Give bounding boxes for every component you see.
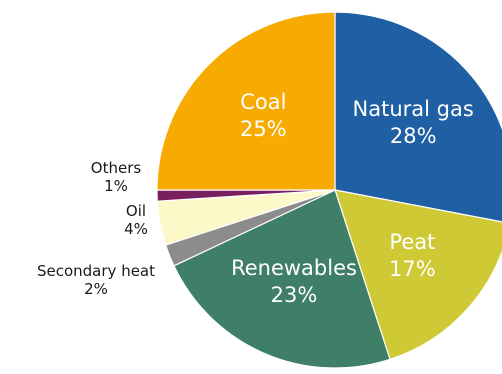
- pie-labels: Natural gas 28% Peat 17% Renewables 23% Second…: [37, 90, 474, 307]
- slice-value-oil: 4%: [124, 220, 148, 238]
- slice-value-secondary-heat: 2%: [84, 280, 108, 298]
- slice-label-others: Others: [91, 159, 142, 177]
- slice-label-secondary-heat: Secondary heat: [37, 262, 155, 280]
- pie-slice-renewables: [173, 189, 391, 369]
- slice-value-coal: 25%: [240, 117, 287, 141]
- slice-value-others: 1%: [104, 177, 128, 195]
- slice-value-renewables: 23%: [271, 283, 318, 307]
- slice-label-oil: Oil: [126, 202, 146, 220]
- pie-slice-natural-gas: [334, 11, 502, 223]
- slice-value-natural-gas: 28%: [390, 124, 437, 148]
- slice-label-natural-gas: Natural gas: [353, 97, 474, 121]
- slice-label-renewables: Renewables: [231, 256, 357, 280]
- pie-slice-coal: [156, 11, 336, 191]
- slice-label-peat: Peat: [389, 230, 435, 254]
- slice-value-peat: 17%: [389, 257, 436, 281]
- pie-slices: [156, 11, 502, 369]
- slice-label-coal: Coal: [240, 90, 286, 114]
